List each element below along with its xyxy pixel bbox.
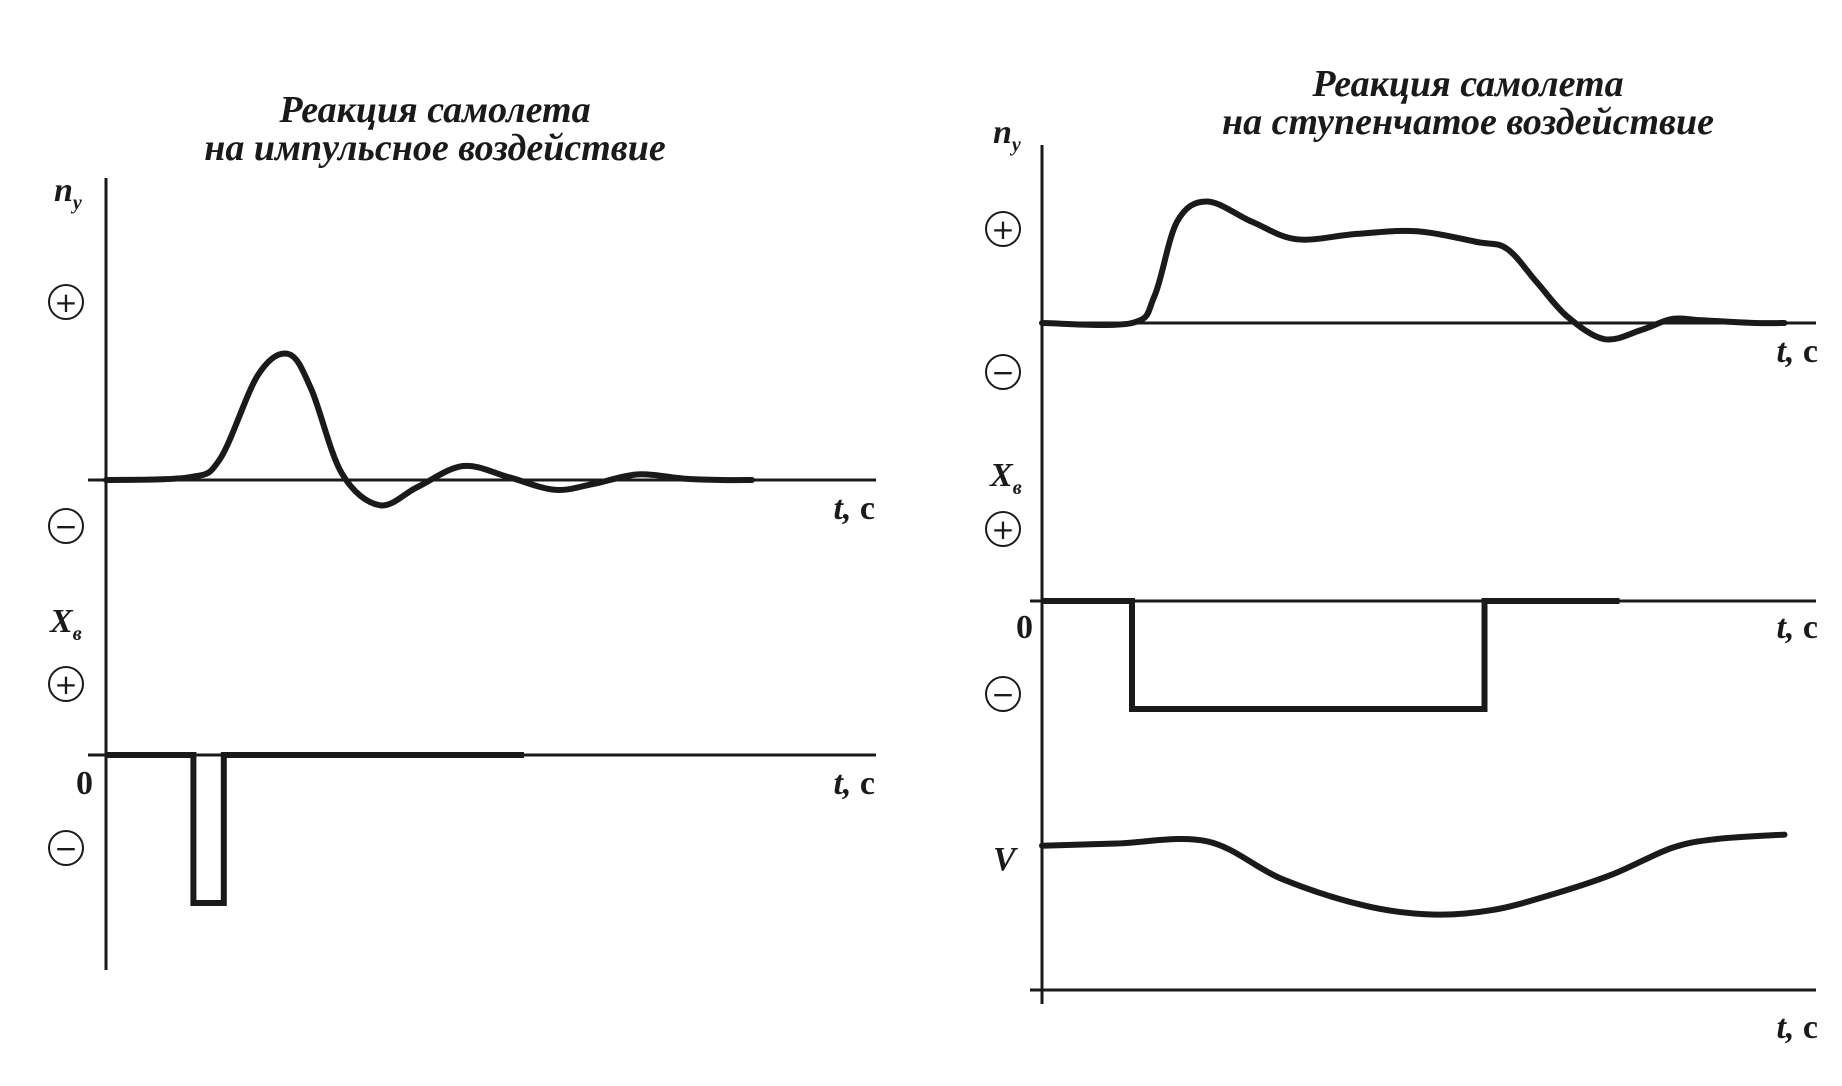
origin-label: 0 — [1016, 609, 1033, 646]
minus-sign-icon: − — [985, 676, 1021, 712]
x-axis-label: t, с — [1776, 333, 1818, 370]
x-axis-label: t, с — [1776, 1009, 1818, 1046]
svg-text:−: − — [54, 832, 77, 865]
right-xv-panel: Xв + − 0 t, с — [985, 457, 1818, 712]
left-xv-panel: Xв + − 0 t, с — [48, 603, 876, 906]
y-axis-label: Xв — [49, 603, 82, 645]
step-response-chart: Реакция самолета на ступенчатое воздейст… — [985, 63, 1818, 1046]
plus-sign-icon: + — [48, 284, 84, 320]
chart-title-line-2: на импульсное воздействие — [204, 127, 666, 169]
minus-sign-icon: − — [48, 830, 84, 866]
minus-sign-icon: − — [48, 508, 84, 544]
x-axis-label: t, с — [833, 490, 875, 527]
right-ny-panel: ny + − t, с — [985, 114, 1818, 390]
origin-label: 0 — [76, 765, 93, 802]
ny-response-curve — [103, 350, 755, 509]
y-axis-label: V — [993, 841, 1018, 878]
x-axis-label: t, с — [1776, 609, 1818, 646]
impulse-response-chart: Реакция самолета на импульсное воздейств… — [48, 89, 876, 970]
chart-title-line-1: Реакция самолета — [278, 89, 590, 131]
svg-text:−: − — [991, 678, 1014, 711]
elevator-step-input — [1042, 598, 1620, 712]
plus-sign-icon: + — [48, 666, 84, 702]
plus-sign-icon: + — [985, 211, 1021, 247]
svg-text:+: + — [991, 213, 1014, 246]
elevator-impulse-input — [106, 752, 524, 906]
svg-text:−: − — [54, 510, 77, 543]
velocity-curve — [1039, 831, 1788, 918]
right-v-panel: V t, с — [993, 831, 1818, 1046]
plus-sign-icon: + — [985, 511, 1021, 547]
svg-text:+: + — [54, 286, 77, 319]
svg-text:−: − — [991, 356, 1014, 389]
chart-title-line-1: Реакция самолета — [1311, 63, 1623, 105]
minus-sign-icon: − — [985, 354, 1021, 390]
x-axis-label: t, с — [833, 765, 875, 802]
y-axis-label: Xв — [989, 457, 1022, 499]
y-axis-label: ny — [54, 172, 82, 214]
svg-text:+: + — [991, 513, 1014, 546]
left-ny-panel: ny + − t, с — [48, 172, 876, 544]
y-axis-label: ny — [993, 114, 1021, 156]
svg-text:+: + — [54, 668, 77, 701]
chart-title-line-2: на ступенчатое воздействие — [1222, 101, 1714, 143]
ny-response-curve — [1039, 198, 1788, 343]
